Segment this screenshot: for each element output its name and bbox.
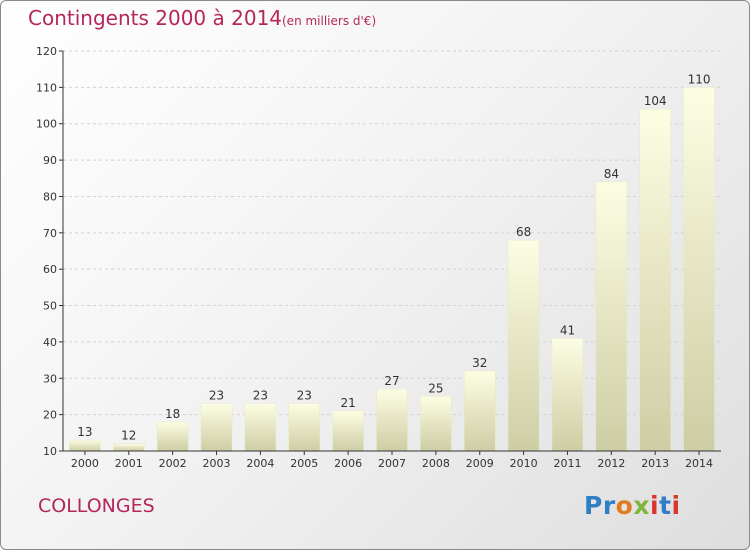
logo-letter: o	[615, 491, 634, 520]
data-label: 32	[472, 356, 487, 370]
y-tick-label: 120	[36, 45, 57, 58]
y-tick-label: 90	[43, 154, 57, 167]
x-tick-label: 2011	[553, 457, 581, 470]
data-label: 21	[340, 396, 355, 410]
data-label: 18	[165, 407, 180, 421]
x-tick-label: 2005	[290, 457, 318, 470]
proxiti-logo[interactable]: Proxiti	[584, 491, 681, 520]
bar	[683, 87, 715, 452]
place-name: COLLONGES	[38, 495, 155, 517]
x-tick-label: 2010	[510, 457, 538, 470]
logo-letter: i	[650, 491, 660, 520]
data-label: 13	[77, 425, 92, 439]
data-label: 84	[604, 167, 619, 181]
bar	[551, 338, 584, 452]
logo-letter: t	[659, 491, 672, 520]
bar	[156, 421, 189, 452]
x-tick-label: 2013	[641, 457, 669, 470]
bar	[463, 370, 496, 452]
data-label: 27	[384, 374, 399, 388]
x-tick-label: 2012	[597, 457, 625, 470]
y-tick-label: 30	[43, 372, 57, 385]
data-label: 23	[209, 389, 224, 403]
labels: 10 20 30 40 50 60 70 80 90 100 110 120 13 2000 12 2001 1…	[36, 45, 713, 470]
data-label: 23	[297, 389, 312, 403]
x-tick-label: 2014	[685, 457, 713, 470]
logo-letter: r	[602, 491, 616, 520]
bar	[420, 396, 452, 452]
x-tick-label: 2009	[466, 457, 494, 470]
bar	[113, 443, 145, 452]
logo-letter: P	[584, 491, 603, 520]
data-label: 41	[560, 323, 575, 337]
y-tick-label: 60	[43, 263, 57, 276]
data-label: 23	[253, 389, 268, 403]
bar	[200, 403, 233, 452]
x-tick-label: 2007	[378, 457, 406, 470]
bar	[332, 410, 364, 452]
data-label: 25	[428, 381, 443, 395]
logo-letter: i	[671, 491, 681, 520]
bar	[595, 181, 628, 452]
bar	[376, 388, 408, 452]
x-tick-label: 2003	[203, 457, 231, 470]
x-tick-label: 2006	[334, 457, 362, 470]
x-tick-label: 2004	[246, 457, 274, 470]
data-label: 104	[644, 94, 667, 108]
y-tick-label: 50	[43, 300, 57, 313]
x-tick-label: 2008	[422, 457, 450, 470]
y-tick-label: 20	[43, 409, 57, 422]
bars	[69, 87, 715, 452]
data-label: 110	[688, 72, 711, 86]
data-label: 68	[516, 225, 531, 239]
bar	[288, 403, 321, 452]
y-tick-label: 80	[43, 190, 57, 203]
y-tick-label: 70	[43, 227, 57, 240]
bar	[639, 108, 671, 452]
y-tick-label: 40	[43, 336, 57, 349]
data-label: 12	[121, 429, 136, 443]
x-tick-label: 2002	[159, 457, 187, 470]
axes	[59, 50, 721, 455]
y-tick-label: 10	[43, 445, 57, 458]
bar	[69, 439, 101, 452]
x-tick-label: 2001	[115, 457, 143, 470]
chart-subtitle: (en milliers d'€)	[282, 14, 377, 28]
logo-letter: x	[633, 491, 650, 520]
bar	[507, 239, 540, 452]
y-tick-label: 100	[36, 118, 57, 131]
x-tick-label: 2000	[71, 457, 99, 470]
y-tick-label: 110	[36, 81, 57, 94]
bar	[244, 403, 277, 452]
chart-title: Contingents 2000 à 2014	[28, 6, 283, 30]
